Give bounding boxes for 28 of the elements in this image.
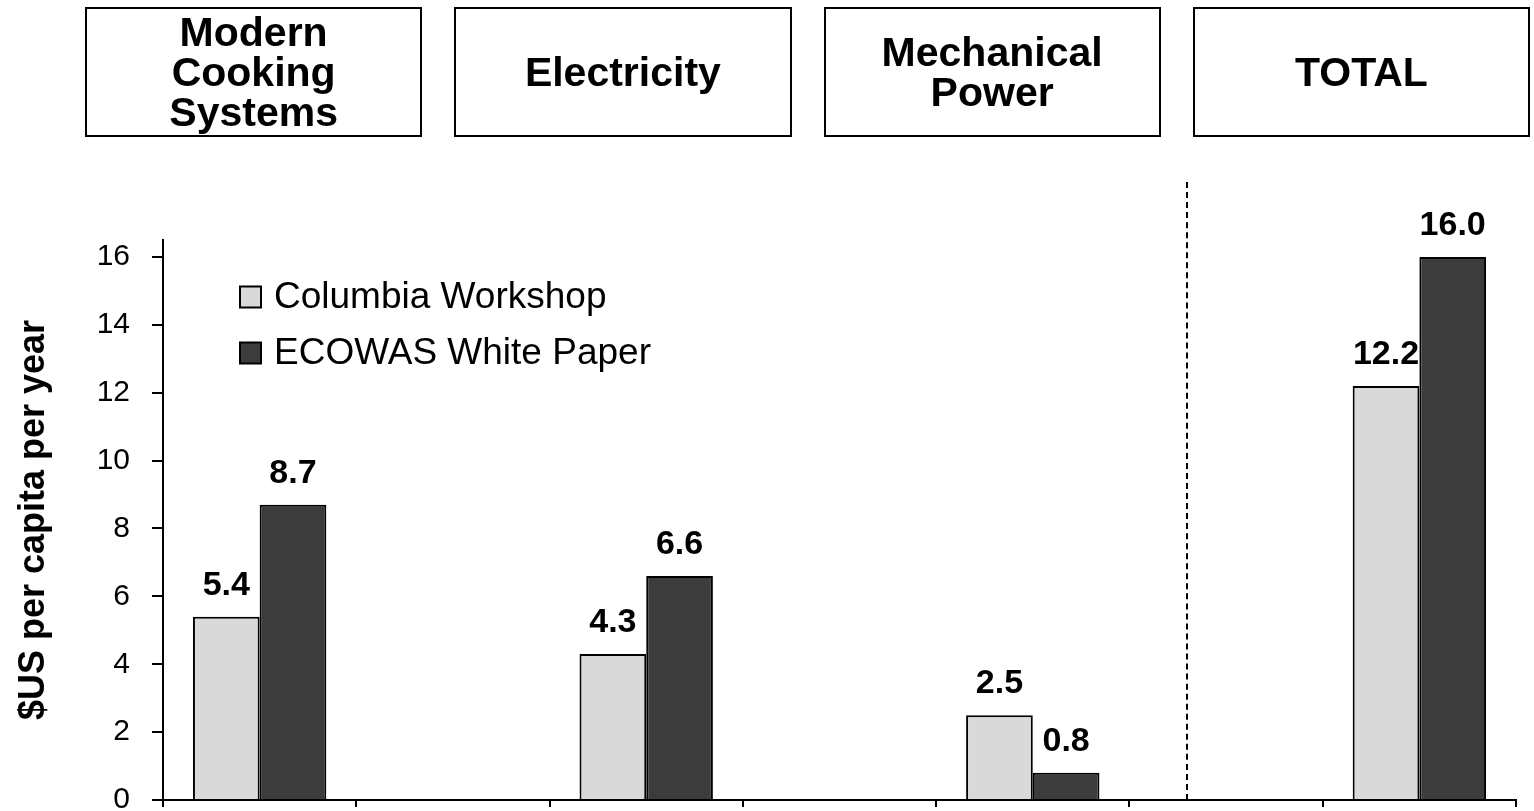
y-tick-label: 14 xyxy=(96,306,130,340)
legend-label: Columbia Workshop xyxy=(274,275,607,317)
label-box: TOTAL xyxy=(1192,7,1530,137)
x-tick-label: Mechanical Power xyxy=(880,29,1104,115)
y-axis-title: $US per capita per year xyxy=(10,319,52,721)
x-tick-label: Electricity xyxy=(524,49,721,95)
y-tick-label: 2 xyxy=(113,713,130,747)
data-label: 0.8 xyxy=(1042,719,1090,758)
y-tick-label: 12 xyxy=(96,373,130,407)
y-tick-label: 6 xyxy=(113,577,130,611)
data-label: 12.2 xyxy=(1352,332,1420,371)
data-label: 8.7 xyxy=(269,451,317,490)
data-label: 6.6 xyxy=(655,523,704,561)
data-label: 4.3 xyxy=(589,601,637,640)
data-label: 16.0 xyxy=(1419,203,1486,242)
label-box: Mechanical Power xyxy=(823,7,1161,137)
y-tick-label: 0 xyxy=(113,781,130,811)
y-tick-label: 10 xyxy=(96,441,130,475)
data-label: 5.4 xyxy=(202,563,251,602)
label-box: Electricity xyxy=(454,7,792,137)
y-tick-label: 16 xyxy=(96,238,130,272)
legend-label: ECOWAS White Paper xyxy=(274,331,651,373)
y-tick-label: 4 xyxy=(113,645,130,679)
y-tick-label: 8 xyxy=(113,509,130,543)
label-box: Modern Cooking Systems xyxy=(85,7,423,137)
x-tick-label: Modern Cooking Systems xyxy=(168,9,339,135)
data-label: 2.5 xyxy=(975,662,1024,701)
x-tick-label: TOTAL xyxy=(1294,49,1428,95)
